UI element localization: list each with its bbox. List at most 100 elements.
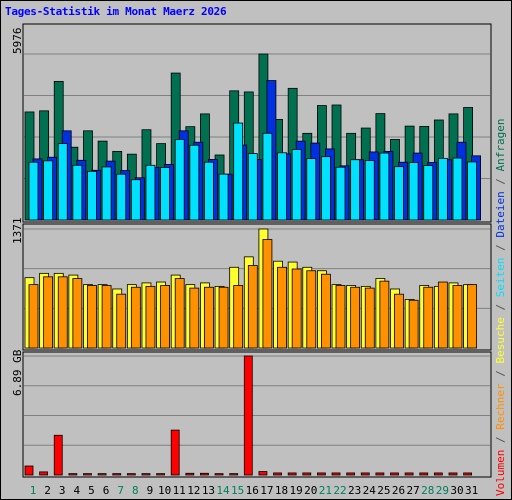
volume-bar-volumen-day-1: [24, 465, 34, 476]
x-tick-label-day-5: 5: [88, 484, 95, 497]
visits-bar-rechner-day-14: [218, 286, 229, 349]
hits-bar-seiten-day-27: [408, 162, 419, 221]
volume-bar-volumen-day-12: [185, 472, 195, 476]
volume-bar-volumen-day-14: [214, 473, 224, 476]
legend-separator: /: [494, 363, 507, 384]
visits-bar-rechner-day-24: [364, 287, 375, 349]
legend-item-anfragen: Anfragen: [494, 118, 507, 172]
hits-bar-seiten-day-8: [130, 179, 141, 221]
x-tick-label-day-12: 12: [187, 484, 200, 497]
hits-bar-seiten-day-6: [101, 166, 112, 221]
volume-bar-volumen-day-13: [200, 472, 209, 476]
visits-bar-rechner-day-5: [87, 285, 97, 349]
volume-bar-volumen-day-6: [97, 473, 107, 476]
visits-bar-rechner-day-25: [379, 280, 390, 349]
x-tick-label-day-3: 3: [59, 484, 66, 497]
visits-bar-rechner-day-22: [335, 285, 346, 349]
visits-bar-rechner-day-2: [43, 276, 54, 349]
visits-bar-rechner-day-3: [57, 276, 68, 349]
x-tick-label-day-13: 13: [202, 484, 215, 497]
legend-item-besuche: Besuche: [494, 317, 507, 364]
x-tick-label-day-22: 22: [333, 484, 346, 497]
hits-bar-seiten-day-1: [28, 161, 39, 221]
x-tick-label-day-28: 28: [421, 484, 434, 497]
volume-bar-volumen-day-27: [404, 472, 414, 476]
x-tick-label-day-29: 29: [436, 484, 449, 497]
visits-bar-rechner-day-31: [467, 284, 478, 349]
visits-bar-rechner-day-13: [204, 286, 214, 349]
x-tick-label-day-11: 11: [173, 484, 186, 497]
visits-bar-rechner-day-30: [452, 285, 463, 349]
visits-bar-rechner-day-12: [189, 287, 200, 349]
volume-bar-volumen-day-8: [126, 473, 136, 476]
visits-bar-rechner-day-6: [101, 285, 112, 349]
visits-bar-rechner-day-15: [233, 285, 244, 349]
x-tick-label-day-14: 14: [216, 484, 230, 497]
visits-bar-rechner-day-4: [72, 278, 83, 349]
x-tick-label-day-8: 8: [132, 484, 139, 497]
hits-bar-seiten-day-21: [320, 156, 331, 221]
volume-bar-volumen-day-22: [331, 472, 341, 476]
volume-bar-volumen-day-16: [243, 355, 253, 476]
volume-bar-volumen-day-20: [302, 472, 312, 476]
hits-bar-seiten-day-26: [394, 166, 404, 221]
legend-separator: /: [494, 429, 507, 450]
visits-bar-rechner-day-19: [291, 268, 302, 349]
legend-separator: /: [494, 171, 507, 192]
visits-bar-rechner-day-17: [262, 239, 273, 349]
hits-bar-seiten-day-12: [189, 144, 200, 221]
x-tick-label-day-2: 2: [44, 484, 51, 497]
hits-bar-seiten-day-31: [467, 161, 478, 221]
visits-bar-rechner-day-18: [277, 266, 287, 349]
visits-bar-rechner-day-20: [306, 270, 317, 349]
hits-bar-seiten-day-22: [335, 166, 346, 221]
legend-item-rechner: Rechner: [494, 383, 507, 430]
visits-bar-rechner-day-21: [320, 273, 331, 349]
x-tick-label-day-30: 30: [450, 484, 463, 497]
visits-bar-rechner-day-8: [130, 286, 141, 349]
hits-bar-seiten-day-30: [452, 157, 463, 221]
hits-bar-seiten-day-18: [277, 152, 287, 221]
hits-bar-seiten-day-11: [174, 139, 185, 221]
hits-bar-seiten-day-23: [350, 159, 361, 221]
volume-bar-volumen-day-30: [448, 472, 458, 476]
hits-bar-seiten-day-17: [262, 132, 273, 221]
x-tick-label-day-7: 7: [117, 484, 124, 497]
legend-item-dateien: Dateien: [494, 191, 507, 238]
hits-bar-seiten-day-10: [160, 167, 170, 221]
hits-bar-seiten-day-4: [72, 164, 83, 221]
x-tick-label-day-26: 26: [392, 484, 405, 497]
hits-bar-seiten-day-3: [57, 143, 68, 221]
visits-bar-rechner-day-29: [437, 281, 448, 349]
hits-bar-seiten-day-5: [87, 170, 97, 221]
visits-bar-rechner-day-1: [28, 284, 39, 349]
x-tick-label-day-17: 17: [260, 484, 273, 497]
volume-bar-volumen-day-15: [229, 473, 239, 476]
x-tick-label-day-1: 1: [30, 484, 37, 497]
hits-bar-seiten-day-15: [233, 122, 244, 221]
volume-bar-volumen-day-9: [141, 473, 151, 476]
hits-bar-seiten-day-25: [379, 152, 390, 221]
volume-bar-volumen-day-31: [463, 472, 473, 476]
volume-bar-volumen-day-17: [258, 471, 268, 476]
legend-separator: /: [494, 297, 507, 318]
volume-bar-volumen-day-29: [433, 472, 443, 476]
x-tick-label-day-27: 27: [406, 484, 419, 497]
hits-bar-seiten-day-24: [364, 160, 375, 221]
volume-bar-volumen-day-7: [112, 473, 122, 476]
x-tick-label-day-20: 20: [304, 484, 317, 497]
visits-bar-rechner-day-23: [350, 286, 361, 349]
volume-bar-volumen-day-21: [316, 472, 326, 476]
volume-bar-volumen-day-28: [419, 472, 429, 476]
volume-panel: [22, 351, 492, 478]
hits-bar-seiten-day-13: [204, 161, 214, 221]
visits-bar-rechner-day-10: [160, 285, 170, 349]
volume-bar-volumen-day-2: [39, 471, 49, 476]
hits-bar-seiten-day-14: [218, 173, 229, 221]
visits-bar-rechner-day-16: [247, 265, 258, 349]
x-tick-label-day-21: 21: [319, 484, 332, 497]
x-tick-label-day-31: 31: [465, 484, 478, 497]
volume-bar-volumen-day-26: [390, 472, 399, 476]
volume-bar-volumen-day-18: [273, 472, 282, 476]
